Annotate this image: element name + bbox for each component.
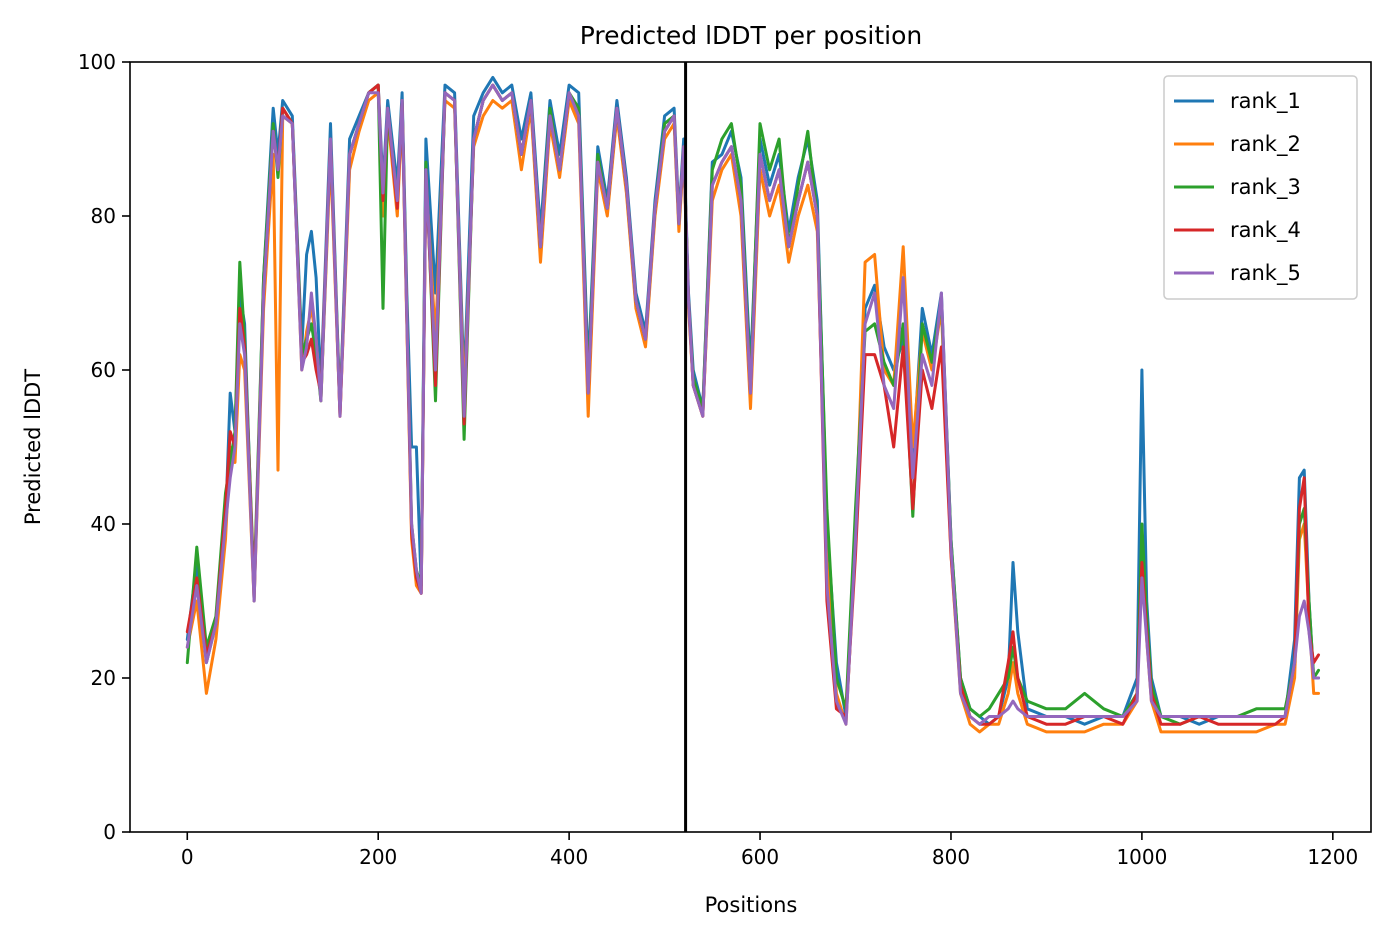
y-axis: 0 20 40 60 80 100 <box>78 50 130 844</box>
y-tick-label: 100 <box>78 50 116 74</box>
chart-title: Predicted lDDT per position <box>580 21 922 50</box>
y-tick-label: 40 <box>91 512 116 536</box>
x-tick-label: 0 <box>181 845 194 869</box>
x-tick-label: 800 <box>932 845 970 869</box>
series-line-rank_5 <box>185 83 1320 726</box>
x-axis: 0 200 400 600 800 1000 1200 <box>181 832 1358 869</box>
series-layer <box>185 75 1320 734</box>
x-axis-label: Positions <box>705 893 798 917</box>
plot-frame <box>129 61 1372 833</box>
y-axis-label: Predicted lDDT <box>21 369 45 525</box>
legend-label-rank_3: rank_3 <box>1230 175 1301 200</box>
legend-box <box>1163 75 1358 300</box>
legend-label-rank_2: rank_2 <box>1230 132 1301 157</box>
x-tick-label: 400 <box>550 845 588 869</box>
series-line-rank_3 <box>185 83 1320 726</box>
x-tick-label: 200 <box>359 845 397 869</box>
legend-label-rank_4: rank_4 <box>1230 218 1301 243</box>
x-tick-label: 1200 <box>1307 845 1358 869</box>
x-tick-label: 1000 <box>1116 845 1167 869</box>
x-tick-label: 600 <box>741 845 779 869</box>
y-tick-label: 0 <box>103 820 116 844</box>
legend-label-rank_5: rank_5 <box>1230 261 1301 286</box>
y-tick-label: 80 <box>91 204 116 228</box>
legend-label-rank_1: rank_1 <box>1230 89 1301 114</box>
legend: rank_1 rank_2 rank_3 rank_4 rank_5 <box>1163 75 1358 300</box>
y-tick-label: 20 <box>91 666 116 690</box>
y-tick-label: 60 <box>91 358 116 382</box>
